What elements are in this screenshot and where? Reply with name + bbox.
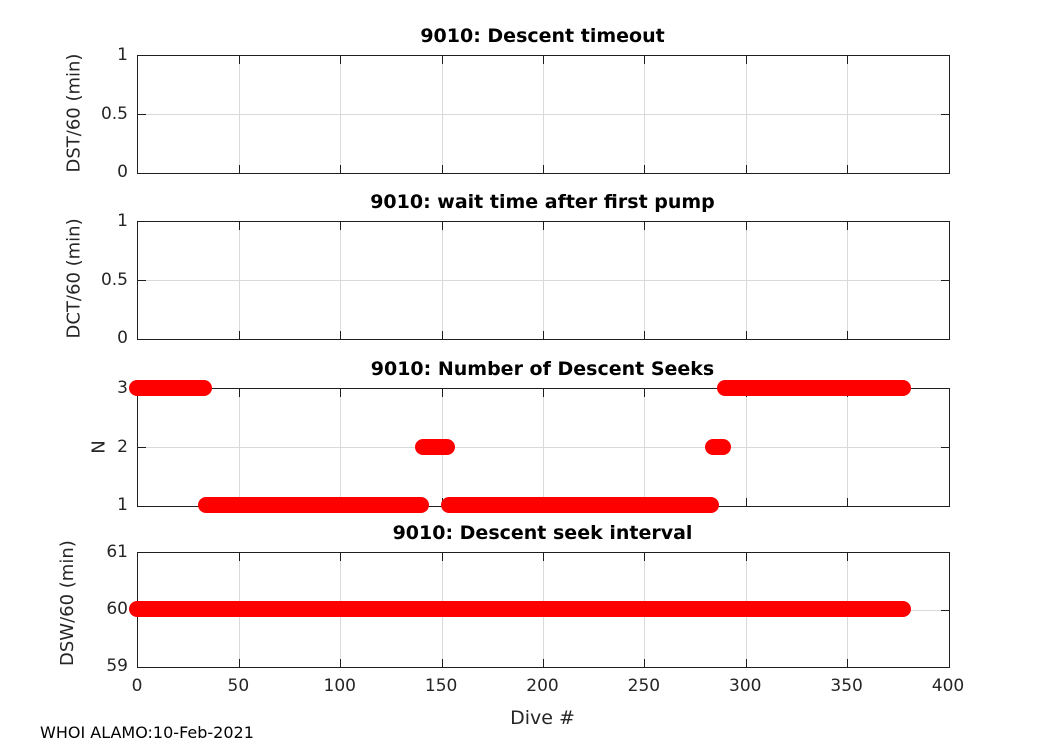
- x-tick-mark: [340, 389, 342, 397]
- data-segment: [716, 380, 912, 396]
- y-tick-label: 0: [117, 162, 128, 182]
- x-tick-label: 250: [627, 676, 661, 696]
- y-gridline: [138, 280, 949, 281]
- x-tick-mark: [543, 389, 544, 397]
- x-tick-mark: [745, 331, 747, 339]
- y-tick-mark: [941, 280, 949, 281]
- x-tick-mark: [644, 389, 646, 397]
- y-tick-label: 0: [117, 328, 128, 348]
- x-tick-mark: [847, 222, 849, 230]
- plot-area: [137, 55, 950, 174]
- x-tick-mark: [238, 331, 240, 339]
- x-tick-mark: [441, 56, 443, 64]
- x-tick-mark: [543, 659, 544, 667]
- x-tick-mark: [745, 165, 747, 173]
- x-tick-label: 50: [227, 676, 250, 696]
- x-tick-mark: [238, 56, 240, 64]
- subplot-title: 9010: Descent timeout: [420, 25, 665, 47]
- y-tick-label: 0.5: [100, 269, 128, 290]
- y-tick-label: 61: [106, 542, 128, 562]
- x-tick-label: 150: [424, 676, 458, 696]
- x-tick-mark: [441, 659, 443, 667]
- y-tick-mark: [941, 609, 949, 611]
- x-tick-mark: [745, 498, 747, 506]
- x-tick-mark: [644, 331, 646, 339]
- x-tick-mark: [441, 331, 443, 339]
- y-tick-label: 1: [117, 495, 128, 515]
- x-tick-mark: [745, 222, 747, 230]
- x-tick-mark: [238, 165, 240, 173]
- x-tick-label: 350: [830, 676, 863, 696]
- x-tick-mark: [847, 331, 849, 339]
- x-tick-mark: [340, 659, 342, 667]
- x-tick-mark: [238, 659, 240, 667]
- x-tick-mark: [543, 165, 544, 173]
- x-tick-mark: [543, 331, 544, 339]
- plot-area: [129, 380, 950, 513]
- y-gridline: [138, 447, 949, 448]
- x-tick-mark: [847, 56, 849, 64]
- y-tick-mark: [138, 114, 146, 115]
- x-tick-label: 200: [526, 676, 559, 696]
- x-tick-mark: [644, 165, 646, 173]
- x-tick-mark: [543, 553, 544, 561]
- y-tick-mark: [941, 114, 949, 115]
- x-tick-mark: [644, 553, 646, 561]
- x-tick-mark: [238, 553, 240, 561]
- x-tick-label: 400: [931, 676, 965, 696]
- x-tick-mark: [745, 553, 747, 561]
- data-segment: [441, 497, 719, 513]
- x-tick-mark: [441, 165, 443, 173]
- x-tick-label: 300: [729, 676, 762, 696]
- y-tick-label: 0.5: [100, 103, 128, 124]
- y-tick-label: 2: [117, 436, 128, 457]
- data-segment: [197, 497, 429, 513]
- x-tick-mark: [745, 659, 747, 667]
- x-tick-mark: [644, 222, 646, 230]
- y-tick-label: 60: [106, 599, 128, 619]
- x-tick-mark: [543, 222, 544, 230]
- data-segment: [704, 438, 731, 455]
- data-segment: [129, 601, 912, 617]
- subplot-title: 9010: Descent seek interval: [392, 522, 693, 544]
- data-segment: [129, 380, 212, 396]
- y-tick-mark: [138, 280, 146, 281]
- x-tick-label: 100: [323, 676, 356, 696]
- subplot-title: 9010: wait time after first pump: [370, 191, 715, 213]
- x-tick-mark: [340, 331, 342, 339]
- y-tick-label: 59: [106, 656, 128, 676]
- y-tick-mark: [941, 447, 949, 448]
- y-tick-label: 3: [117, 378, 128, 398]
- y-tick-label: 1: [117, 211, 128, 231]
- x-tick-mark: [340, 222, 342, 230]
- data-segment: [414, 438, 456, 455]
- x-tick-label: 0: [131, 676, 143, 696]
- x-tick-mark: [238, 389, 240, 397]
- x-tick-mark: [847, 498, 849, 506]
- x-tick-mark: [441, 222, 443, 230]
- x-tick-mark: [441, 553, 443, 561]
- footer-annotation: WHOI ALAMO:10-Feb-2021: [40, 723, 254, 742]
- x-tick-mark: [644, 56, 646, 64]
- y-gridline: [138, 114, 949, 115]
- y-tick-label: 1: [117, 45, 128, 65]
- x-tick-mark: [543, 56, 544, 64]
- x-tick-mark: [847, 165, 849, 173]
- x-tick-mark: [441, 389, 443, 397]
- x-axis-label: Dive #: [510, 707, 575, 729]
- x-tick-mark: [340, 553, 342, 561]
- plot-area: [137, 221, 950, 340]
- plot-area: [129, 552, 950, 668]
- x-tick-mark: [847, 553, 849, 561]
- x-tick-mark: [340, 165, 342, 173]
- x-tick-mark: [745, 56, 747, 64]
- x-tick-mark: [340, 56, 342, 64]
- subplot-title: 9010: Number of Descent Seeks: [370, 358, 715, 380]
- x-tick-mark: [238, 222, 240, 230]
- x-tick-mark: [847, 659, 849, 667]
- x-tick-mark: [644, 659, 646, 667]
- y-tick-mark: [138, 447, 146, 448]
